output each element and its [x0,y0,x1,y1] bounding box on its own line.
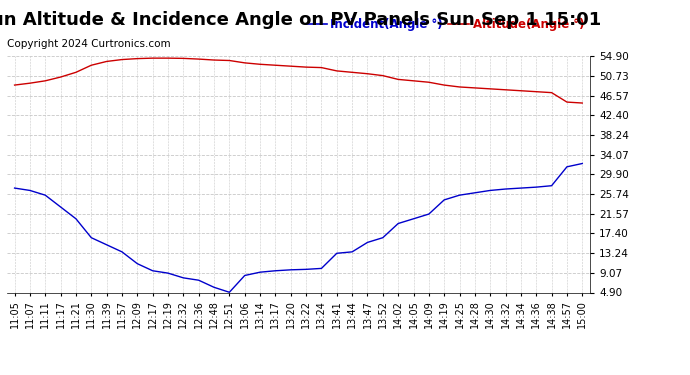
Text: Sun Altitude & Incidence Angle on PV Panels Sun Sep 1 15:01: Sun Altitude & Incidence Angle on PV Pan… [0,11,602,29]
Text: Copyright 2024 Curtronics.com: Copyright 2024 Curtronics.com [7,39,170,50]
Legend: Incident(Angle °), Altitude(Angle °): Incident(Angle °), Altitude(Angle °) [306,18,584,32]
